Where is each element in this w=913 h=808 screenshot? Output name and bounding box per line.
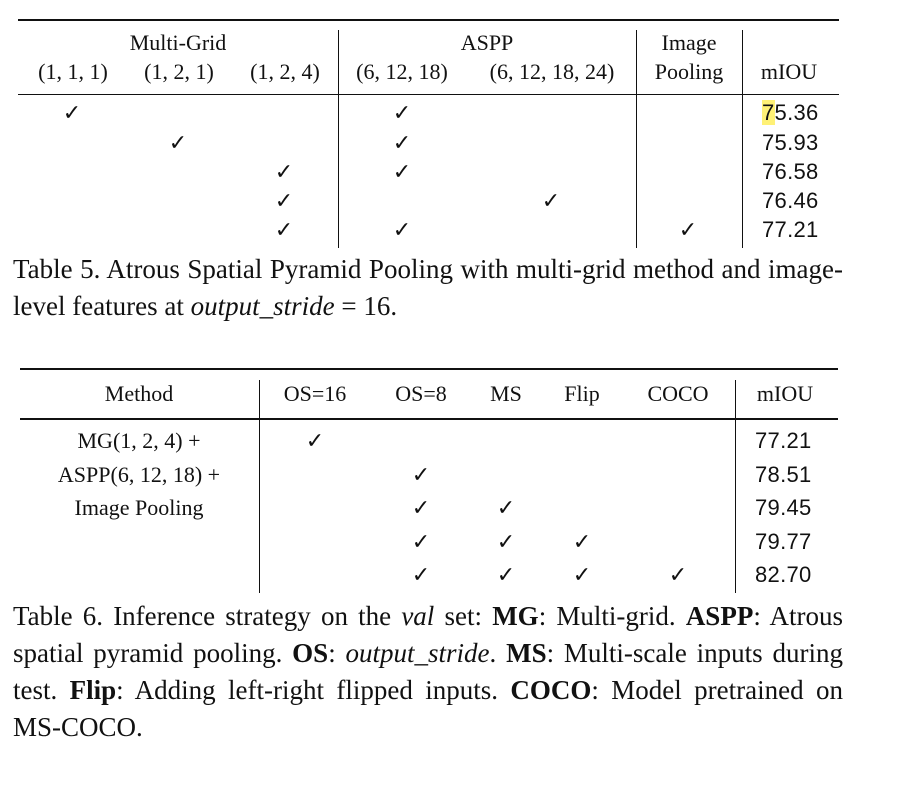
table6-header-rule	[20, 418, 838, 420]
table6-top-rule	[20, 368, 838, 370]
check-mark: ✓	[411, 562, 431, 587]
check-mark: ✓	[62, 100, 82, 125]
table5-col-header: (1, 2, 4)	[250, 59, 320, 84]
check-mark: ✓	[496, 495, 516, 520]
table5-miou: 75.36	[762, 100, 819, 125]
table5-col-header: mIOU	[760, 59, 818, 84]
table6-col-header: COCO	[647, 381, 709, 406]
table6-miou: 77.21	[755, 428, 812, 453]
check-mark: ✓	[572, 529, 592, 554]
table6-miou: 78.51	[755, 462, 812, 487]
table5-top-rule	[18, 19, 839, 21]
check-mark: ✓	[274, 159, 294, 184]
table5-header-rule	[18, 94, 839, 95]
check-mark: ✓	[392, 100, 412, 125]
table5-col-header: Pooling	[654, 59, 724, 84]
table6-col-header: MS	[490, 381, 522, 406]
check-mark: ✓	[411, 495, 431, 520]
table6-col-header: OS=16	[283, 381, 347, 406]
table6-col-header: mIOU	[756, 381, 814, 406]
check-mark: ✓	[274, 217, 294, 242]
table5-col-header: (1, 1, 1)	[38, 59, 108, 84]
table5-group-aspp: ASPP	[460, 30, 514, 55]
check-mark: ✓	[411, 462, 431, 487]
check-mark: ✓	[168, 130, 188, 155]
table5-miou: 76.58	[762, 159, 819, 184]
table6-miou: 79.77	[755, 529, 812, 554]
table5-miou: 77.21	[762, 217, 819, 242]
table6-miou: 82.70	[755, 562, 812, 587]
table5-miou: 76.46	[762, 188, 819, 213]
table6-method-line: Image Pooling	[74, 495, 204, 520]
check-mark: ✓	[305, 428, 325, 453]
table5-group-image: Image	[661, 30, 717, 55]
table5-group-multigrid: Multi-Grid	[129, 30, 227, 55]
table5-caption: Table 5. Atrous Spatial Pyramid Pooling …	[13, 254, 843, 321]
check-mark: ✓	[274, 188, 294, 213]
check-mark: ✓	[392, 130, 412, 155]
table5-divider	[636, 30, 637, 248]
table6-method-line: MG(1, 2, 4) +	[77, 428, 201, 453]
table6-col-header: Flip	[564, 381, 600, 406]
table6-miou: 79.45	[755, 495, 812, 520]
table6-col-header: Method	[104, 381, 174, 406]
check-mark: ✓	[572, 562, 592, 587]
check-mark: ✓	[678, 217, 698, 242]
check-mark: ✓	[496, 562, 516, 587]
table6-divider	[735, 380, 736, 593]
check-mark: ✓	[668, 562, 688, 587]
table6-col-header: OS=8	[395, 381, 447, 406]
check-mark: ✓	[392, 159, 412, 184]
table5-miou: 75.93	[762, 130, 819, 155]
table6-method-line: ASPP(6, 12, 18) +	[57, 462, 221, 487]
check-mark: ✓	[392, 217, 412, 242]
check-mark: ✓	[411, 529, 431, 554]
check-mark: ✓	[496, 529, 516, 554]
check-mark: ✓	[541, 188, 561, 213]
table5-divider	[338, 30, 339, 248]
table5-divider	[742, 30, 743, 248]
highlight-mark: 7	[762, 100, 775, 125]
table5-col-header: (6, 12, 18)	[356, 59, 448, 84]
table6-divider	[259, 380, 260, 593]
table5-col-header: (6, 12, 18, 24)	[489, 59, 615, 84]
table6-caption: Table 6. Inference strategy on the val s…	[13, 601, 844, 742]
table5-col-header: (1, 2, 1)	[144, 59, 214, 84]
